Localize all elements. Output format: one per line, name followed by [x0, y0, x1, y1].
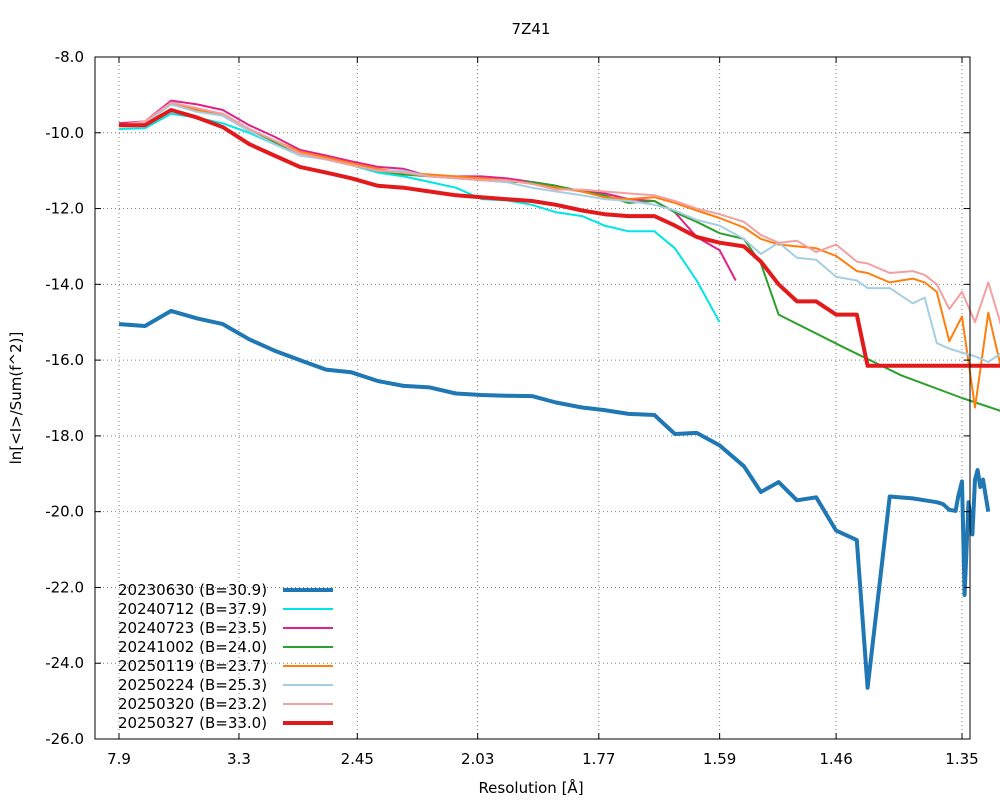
y-tick-label: -10.0	[45, 124, 84, 142]
legend-label: 20250119 (B=23.7)	[118, 657, 267, 675]
y-tick-label: -20.0	[45, 503, 84, 521]
y-tick-label: -14.0	[45, 275, 84, 293]
legend-label: 20250327 (B=33.0)	[118, 714, 267, 732]
x-tick-label: 1.46	[819, 750, 852, 768]
y-tick-label: -24.0	[45, 654, 84, 672]
y-tick-label: -16.0	[45, 351, 84, 369]
y-tick-label: -22.0	[45, 578, 84, 596]
y-tick-label: -18.0	[45, 427, 84, 445]
y-tick-label: -26.0	[45, 730, 84, 748]
series-line	[118, 308, 991, 690]
x-tick-label: 7.9	[107, 750, 131, 768]
x-tick-label: 1.35	[945, 750, 978, 768]
grid	[95, 56, 970, 740]
legend-label: 20240712 (B=37.9)	[118, 600, 267, 618]
plot-frame	[94, 56, 971, 740]
chart-title: 7Z41	[512, 20, 551, 38]
series-line	[118, 103, 1000, 409]
series-line	[119, 108, 1000, 368]
legend-label: 20230630 (B=30.9)	[118, 581, 267, 599]
legend-label: 20250320 (B=23.2)	[118, 695, 267, 713]
x-tick-label: 1.59	[703, 750, 736, 768]
x-tick-label: 2.45	[341, 750, 374, 768]
y-tick-label: -12.0	[45, 200, 84, 218]
y-axis-label: ln[<I>/Sum(f^2)]	[7, 332, 25, 465]
y-tick-label: -8.0	[55, 48, 84, 66]
legend-label: 20250224 (B=25.3)	[118, 676, 267, 694]
x-tick-label: 3.3	[227, 750, 251, 768]
series-line	[118, 112, 721, 323]
series-line	[118, 101, 1000, 326]
x-axis-label: Resolution [Å]	[478, 778, 583, 797]
axis-ticks: 7.9 3.3 2.45 2.03 1.77 1.59 1.46 1.35 -8.0 -10.0 -…	[45, 48, 979, 768]
legend-label: 20241002 (B=24.0)	[118, 638, 267, 656]
legend-label: 20240723 (B=23.5)	[118, 619, 267, 637]
x-tick-label: 1.77	[582, 750, 615, 768]
x-tick-label: 2.03	[461, 750, 494, 768]
legend: 20230630 (B=30.9)20240712 (B=37.9)202407…	[118, 581, 333, 732]
